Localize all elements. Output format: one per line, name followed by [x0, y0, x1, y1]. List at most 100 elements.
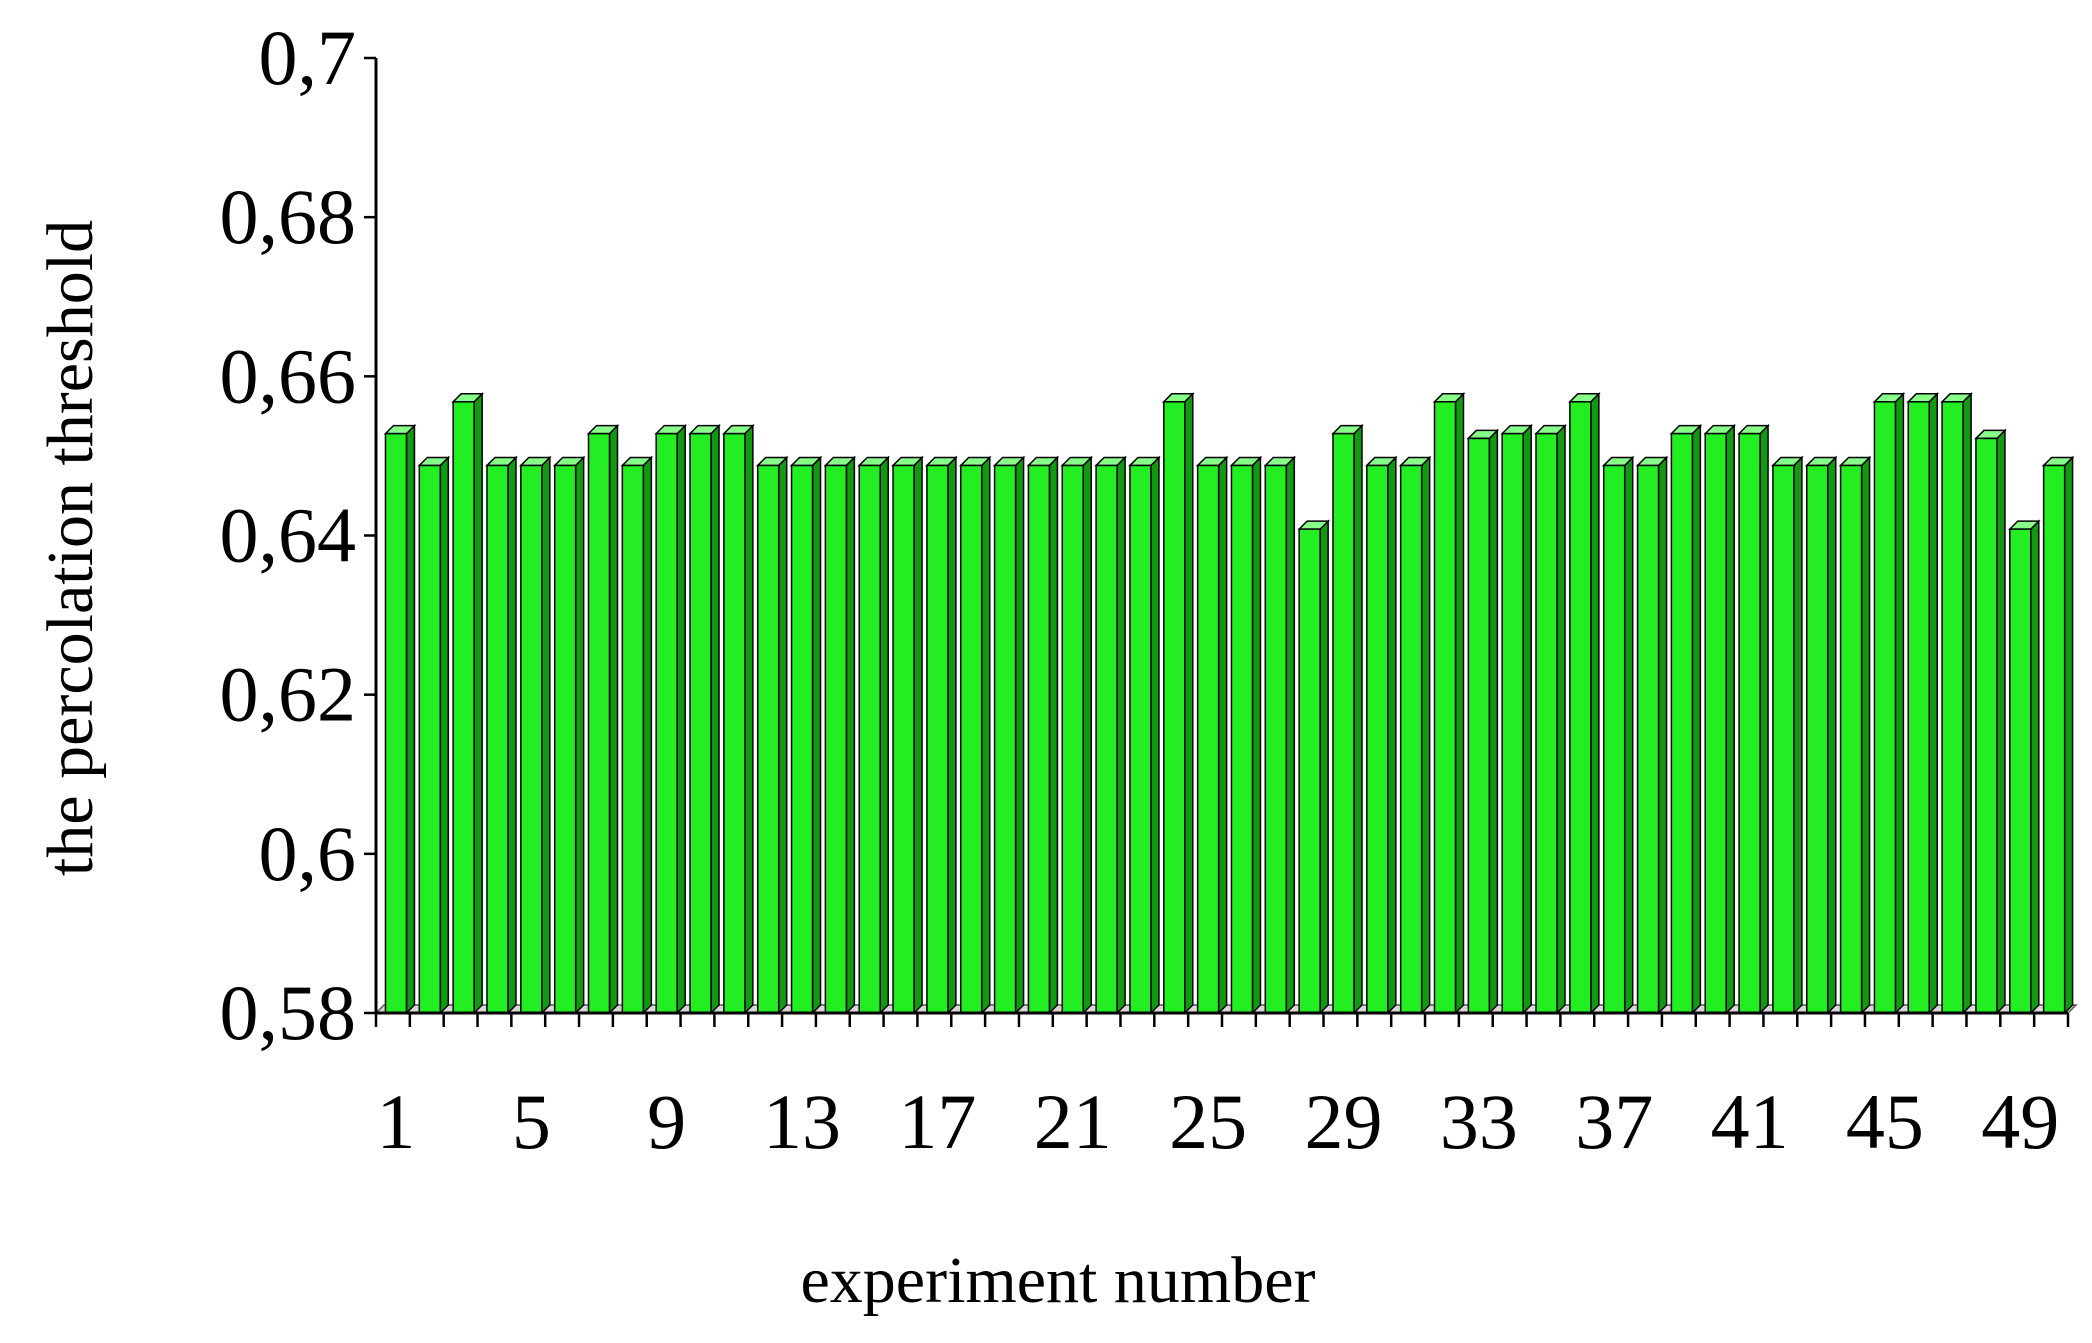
bar-side	[1826, 455, 1837, 1015]
y-tick-label: 0,66	[220, 332, 357, 419]
bar	[823, 455, 857, 1015]
bar-side	[507, 455, 517, 1015]
bar-side	[1251, 455, 1262, 1015]
bar	[1229, 455, 1263, 1015]
bar-front	[486, 464, 509, 1014]
bar-side	[2030, 519, 2040, 1015]
x-tick-label: 45	[1846, 1078, 1924, 1165]
x-tick-label: 9	[647, 1078, 686, 1165]
bar	[1161, 391, 1195, 1015]
bar-front	[926, 464, 949, 1014]
bar-front	[1535, 432, 1558, 1014]
bar-side	[1116, 455, 1126, 1015]
bar	[958, 455, 992, 1015]
bar	[620, 455, 654, 1015]
bar	[2041, 455, 2075, 1015]
bar-side	[541, 455, 551, 1015]
bar	[1872, 391, 1906, 1015]
bar-side	[1150, 455, 1160, 1015]
bar-side	[1623, 455, 1634, 1015]
bar-front	[960, 464, 983, 1014]
bar-side	[744, 423, 754, 1015]
bar	[519, 455, 552, 1015]
bar	[1365, 455, 1398, 1015]
bar-side	[1691, 423, 1702, 1015]
bar-side	[1454, 391, 1465, 1015]
bar-side	[574, 455, 585, 1015]
bar-front	[2009, 528, 2032, 1014]
bar-side	[1082, 455, 1093, 1015]
bar-front	[723, 432, 746, 1014]
bar-side	[913, 455, 923, 1015]
bar-front	[1163, 401, 1186, 1014]
x-tick-label: 13	[763, 1078, 841, 1165]
bar-side	[1048, 455, 1059, 1015]
bar	[1331, 423, 1364, 1015]
x-tick-label: 21	[1034, 1078, 1112, 1165]
bar-front	[824, 464, 848, 1014]
bar-front	[1433, 401, 1457, 1014]
x-tick-label: 37	[1575, 1078, 1653, 1165]
bar-front	[1670, 432, 1694, 1014]
bar-front	[790, 464, 814, 1014]
bar	[992, 455, 1026, 1015]
bar-side	[1217, 455, 1228, 1015]
bar-side	[811, 455, 822, 1015]
y-tick-label: 0,64	[220, 492, 357, 579]
bar-front	[1907, 401, 1931, 1014]
bar-front	[858, 464, 881, 1014]
y-tick-label: 0,62	[220, 651, 357, 738]
bar	[1466, 428, 1500, 1015]
bar-side	[1996, 428, 2006, 1015]
bar-side	[439, 455, 450, 1015]
bar	[1703, 423, 1737, 1015]
bar-front	[1366, 464, 1389, 1014]
bar-front	[1738, 432, 1761, 1014]
bar-side	[710, 423, 720, 1015]
bar	[1804, 455, 1838, 1015]
bar	[1737, 423, 1770, 1015]
bar-side	[1353, 423, 1363, 1015]
bar-side	[947, 455, 957, 1015]
bar-side	[1184, 391, 1194, 1015]
bar-side	[608, 423, 619, 1015]
bar-side	[676, 423, 686, 1015]
bar	[586, 423, 620, 1015]
bar-front	[1975, 437, 1998, 1014]
bar-side	[1488, 428, 1499, 1015]
bar-side	[777, 455, 788, 1015]
bar-side	[1928, 391, 1939, 1015]
bar-front	[1298, 528, 1321, 1014]
bar	[1263, 455, 1297, 1015]
bar	[383, 423, 417, 1015]
bar-front	[1264, 464, 1288, 1014]
bar	[451, 391, 484, 1015]
x-tick-label: 25	[1169, 1078, 1247, 1165]
bar-side	[845, 455, 856, 1015]
y-axis-title: the percolation threshold	[34, 220, 107, 876]
bar	[755, 455, 789, 1015]
x-axis-title: experiment number	[801, 1244, 1316, 1317]
x-tick-label: 29	[1304, 1078, 1382, 1165]
bar	[417, 455, 451, 1015]
bar	[1601, 455, 1635, 1015]
x-tick-label: 1	[376, 1078, 415, 1165]
bar-front	[1230, 464, 1254, 1014]
bar-side	[1657, 455, 1668, 1015]
bar-side	[473, 391, 483, 1015]
bar	[1940, 391, 1973, 1015]
bar-front	[1501, 432, 1524, 1014]
bar-side	[1285, 455, 1296, 1015]
bar	[925, 455, 958, 1015]
bar-front	[892, 464, 915, 1014]
bar-front	[2042, 464, 2066, 1014]
bar-front	[1806, 464, 1829, 1014]
x-ticks: 1 5 9 13 17 21 25 29 33 37 41 45 49	[374, 1013, 2070, 1165]
bar-side	[642, 455, 653, 1015]
bar-front	[418, 464, 442, 1014]
bar-side	[1319, 519, 1329, 1015]
bar-front	[993, 464, 1017, 1014]
bar-side	[405, 423, 416, 1015]
bars-group	[383, 391, 2075, 1015]
